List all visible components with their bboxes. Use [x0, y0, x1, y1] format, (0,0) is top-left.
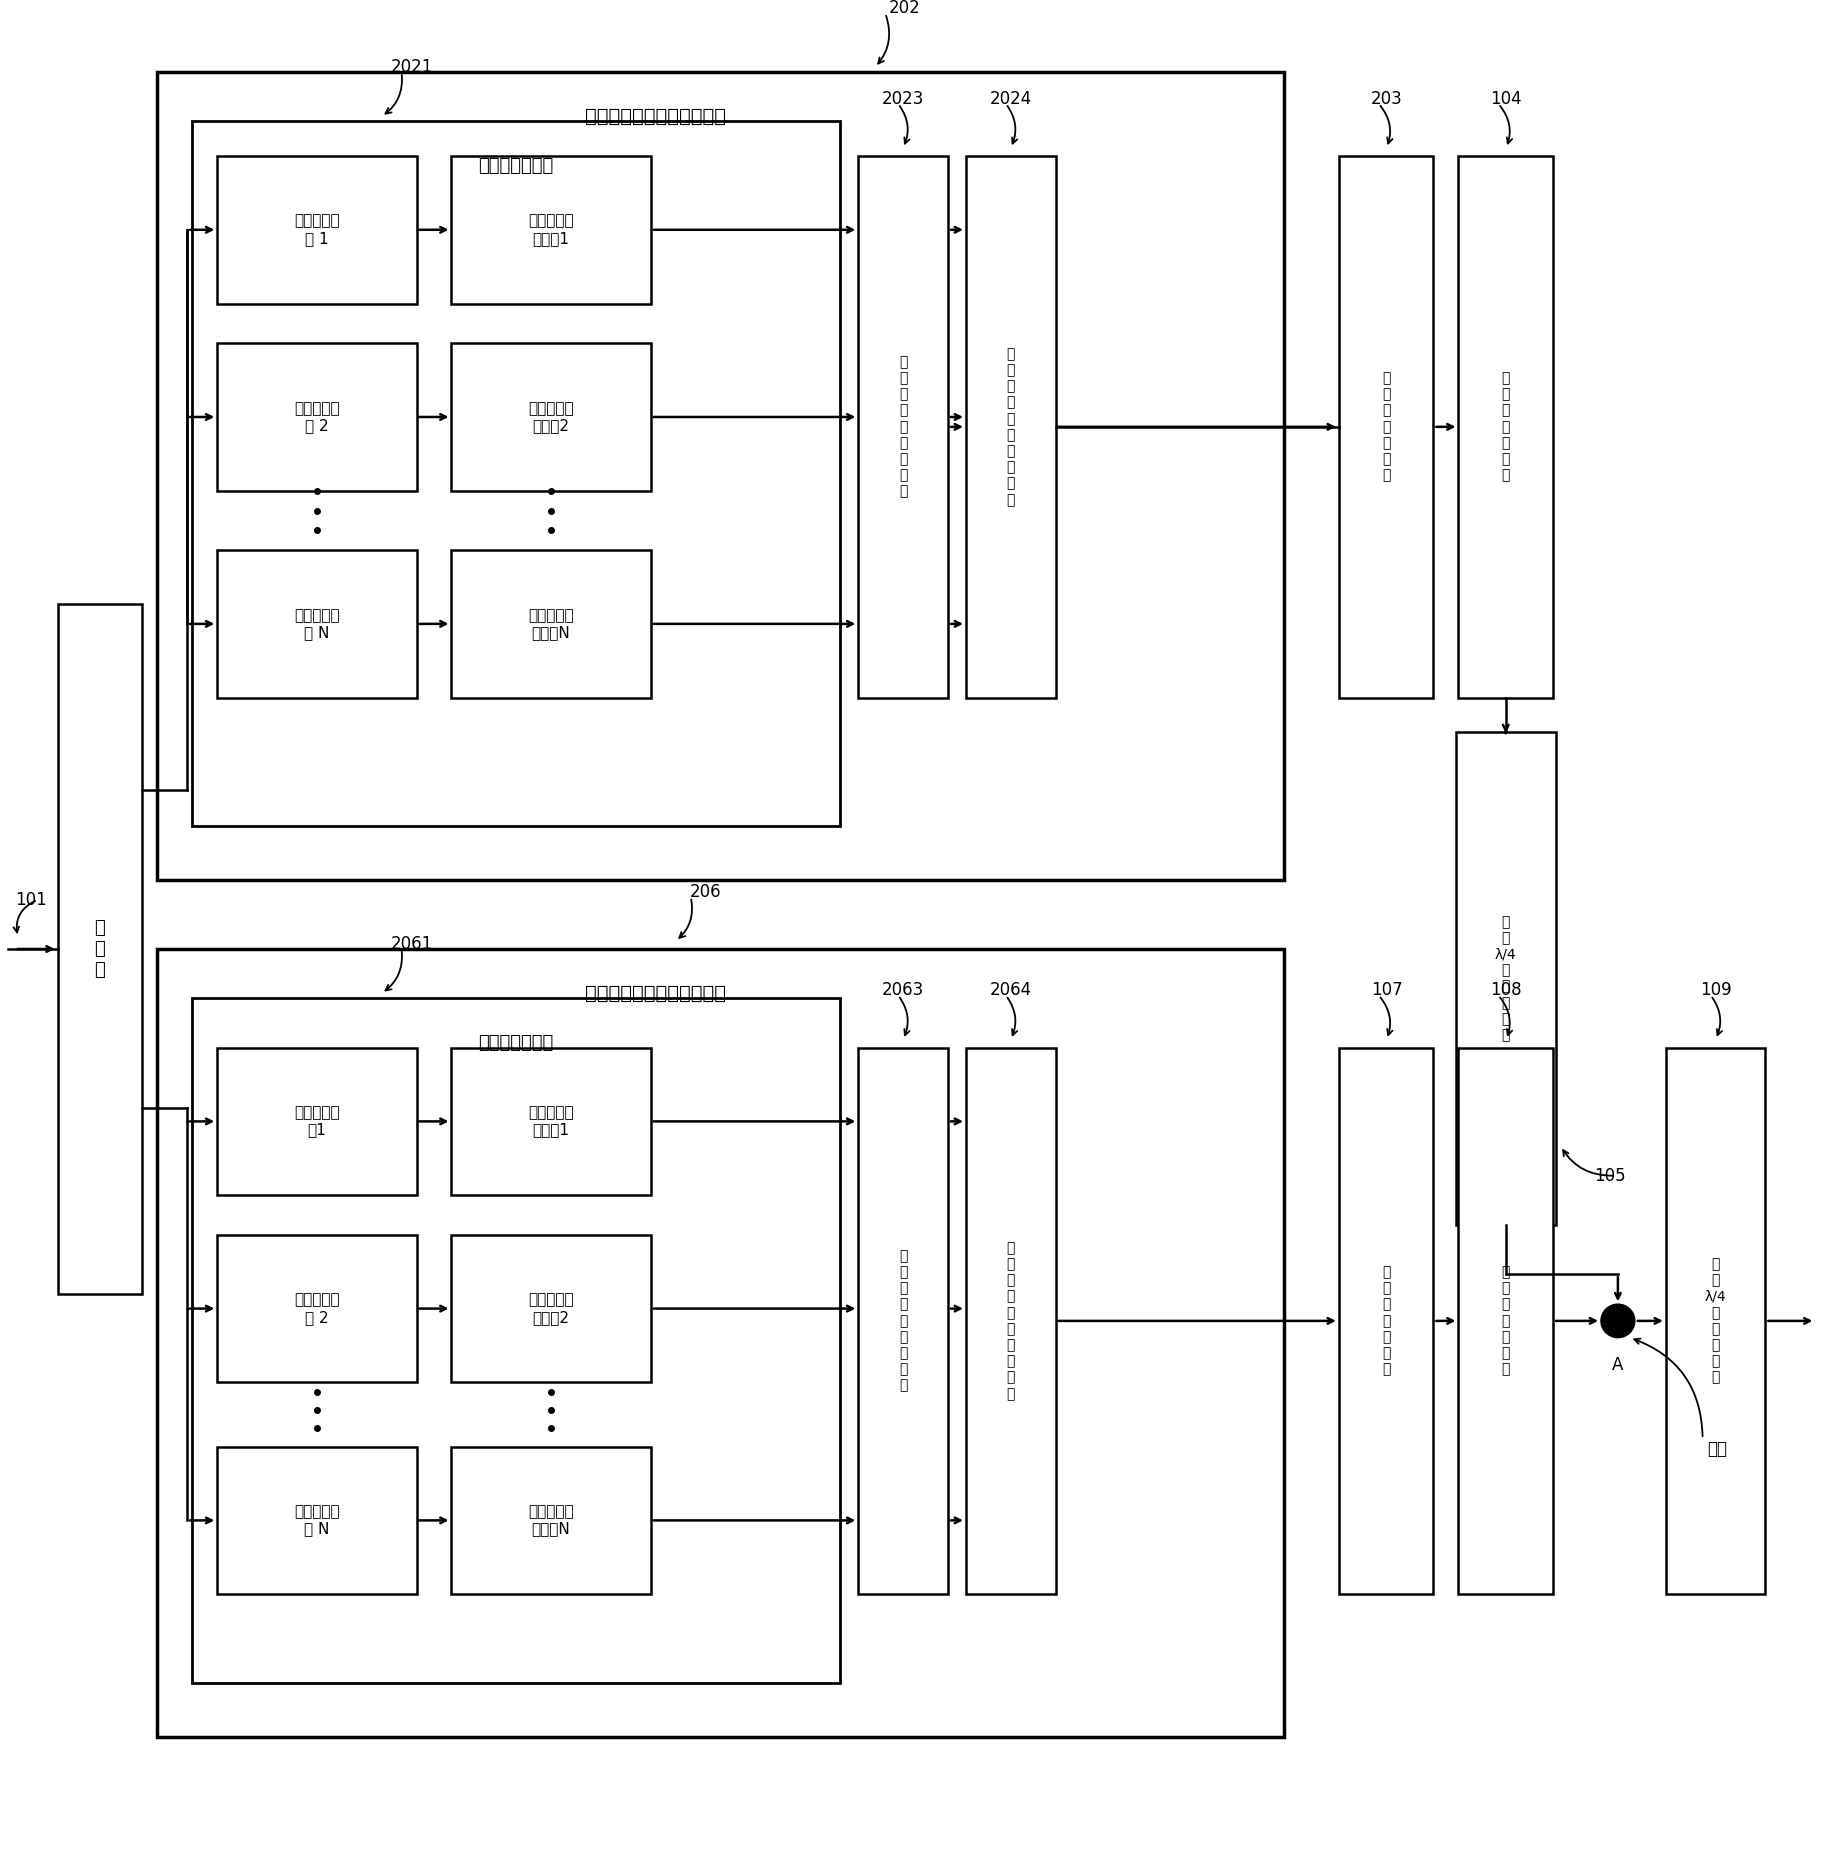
Text: 2023: 2023 [881, 90, 924, 108]
Text: 数字下变频
器 N: 数字下变频 器 N [293, 1504, 339, 1537]
Text: 有限脉冲响
应模块1: 有限脉冲响 应模块1 [529, 1106, 573, 1138]
Bar [857, 155, 948, 699]
Text: 有限脉冲响
应模块N: 有限脉冲响 应模块N [529, 1504, 573, 1537]
Text: 第
一
λ/4
阻
抗
变
换
器: 第 一 λ/4 阻 抗 变 换 器 [1495, 915, 1516, 1042]
Text: 第二多频段信号参数调整器: 第二多频段信号参数调整器 [585, 984, 727, 1003]
Text: 第
二
λ/4
阻
抗
变
换
器: 第 二 λ/4 阻 抗 变 换 器 [1706, 1257, 1726, 1384]
Text: 2024: 2024 [990, 90, 1033, 108]
Circle shape [1601, 1304, 1636, 1337]
Bar [218, 1446, 417, 1593]
Bar [1339, 1048, 1433, 1593]
Text: 108: 108 [1490, 981, 1521, 999]
Bar [452, 1235, 651, 1382]
Bar [57, 603, 142, 1295]
Text: 105: 105 [1595, 1168, 1626, 1184]
Text: 104: 104 [1490, 90, 1521, 108]
Text: 有限脉冲响
应模块N: 有限脉冲响 应模块N [529, 607, 573, 641]
Bar [192, 998, 841, 1683]
Bar [1457, 732, 1556, 1225]
Text: 数字下变频
器1: 数字下变频 器1 [293, 1106, 339, 1138]
Bar [1339, 155, 1433, 699]
Text: 101: 101 [15, 891, 46, 908]
Bar [1459, 1048, 1553, 1593]
Bar [1665, 1048, 1765, 1593]
Text: 第
二
参
数
调
整
单
元
组: 第 二 参 数 调 整 单 元 组 [898, 1250, 907, 1394]
Bar [452, 344, 651, 491]
Text: 第二选频单元组: 第二选频单元组 [479, 1033, 553, 1052]
Bar [218, 344, 417, 491]
Bar [218, 1048, 417, 1196]
Bar [966, 1048, 1055, 1593]
Text: 第
一
数
字
上
变
频
单
元
组: 第 一 数 字 上 变 频 单 元 组 [1007, 347, 1014, 506]
Text: 206: 206 [690, 884, 721, 900]
Text: 202: 202 [889, 0, 920, 17]
Text: 功
分
器: 功 分 器 [94, 919, 105, 979]
Text: 第一选频单元组: 第一选频单元组 [479, 157, 553, 176]
Bar [452, 1446, 651, 1593]
Text: 第
一
数
模
转
换
器: 第 一 数 模 转 换 器 [1381, 372, 1390, 482]
Bar [218, 549, 417, 699]
Text: 有限脉冲响
应模块1: 有限脉冲响 应模块1 [529, 213, 573, 247]
Text: 2021: 2021 [391, 58, 433, 77]
Text: 数字下变频
器 1: 数字下变频 器 1 [293, 213, 339, 247]
Text: 203: 203 [1370, 90, 1403, 108]
Bar [218, 1235, 417, 1382]
Bar [157, 949, 1283, 1737]
Bar [452, 155, 651, 304]
Bar [218, 155, 417, 304]
Bar [857, 1048, 948, 1593]
Text: 多
频
段
峰
值
功
放: 多 频 段 峰 值 功 放 [1501, 1265, 1510, 1377]
Text: 有限脉冲响
应模块2: 有限脉冲响 应模块2 [529, 402, 573, 433]
Text: 多
频
段
载
波
功
放: 多 频 段 载 波 功 放 [1501, 372, 1510, 482]
Text: 数字下变频
器 2: 数字下变频 器 2 [293, 1293, 339, 1324]
Text: 2064: 2064 [990, 981, 1033, 999]
Text: 第
一
参
数
调
整
单
元
组: 第 一 参 数 调 整 单 元 组 [898, 355, 907, 499]
Bar [966, 155, 1055, 699]
Text: 2061: 2061 [391, 936, 433, 953]
Text: 第
二
数
字
上
变
频
单
元
组: 第 二 数 字 上 变 频 单 元 组 [1007, 1240, 1014, 1401]
Text: 有限脉冲响
应模块2: 有限脉冲响 应模块2 [529, 1293, 573, 1324]
Bar [452, 1048, 651, 1196]
Text: A: A [1612, 1356, 1623, 1375]
Text: 2063: 2063 [881, 981, 924, 999]
Text: 数字下变频
器 N: 数字下变频 器 N [293, 607, 339, 641]
Bar [192, 121, 841, 826]
Bar [157, 73, 1283, 880]
Text: 第
二
数
模
转
换
器: 第 二 数 模 转 换 器 [1381, 1265, 1390, 1377]
Text: 数字下变频
器 2: 数字下变频 器 2 [293, 402, 339, 433]
Text: 第一多频段信号参数调整器: 第一多频段信号参数调整器 [585, 106, 727, 125]
Text: 109: 109 [1700, 981, 1732, 999]
Text: 107: 107 [1370, 981, 1403, 999]
Bar [452, 549, 651, 699]
Text: 结点: 结点 [1708, 1440, 1728, 1459]
Bar [1459, 155, 1553, 699]
